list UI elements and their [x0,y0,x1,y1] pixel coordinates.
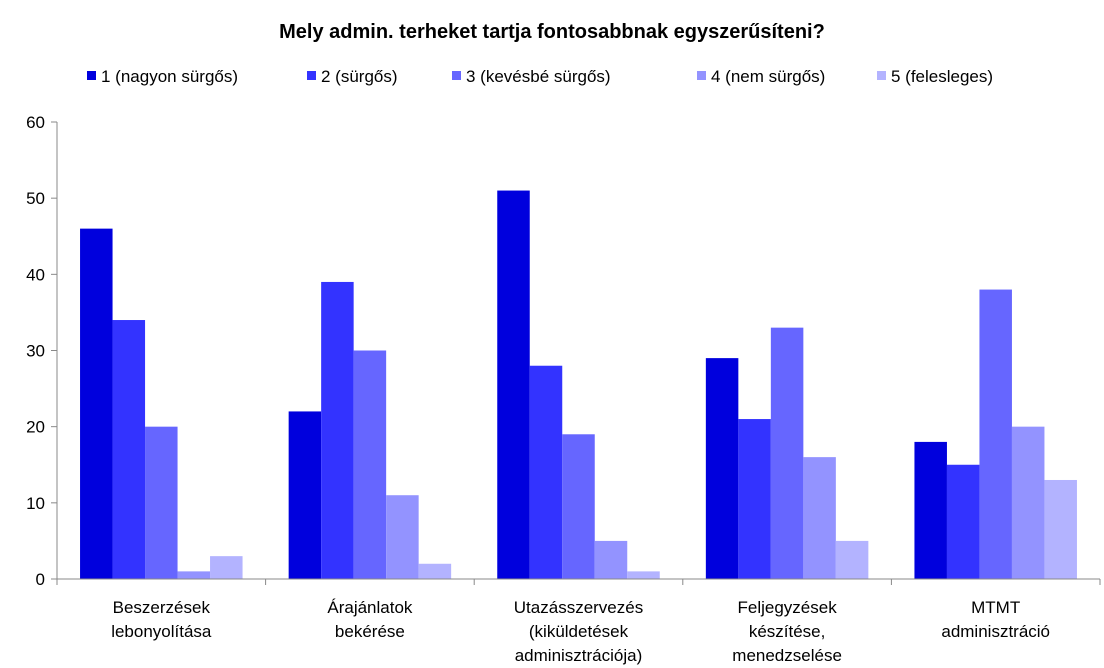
legend-swatch [87,71,96,80]
y-tick-label: 10 [26,494,45,513]
bar [627,571,660,579]
x-tick-label: Beszerzések [113,598,211,617]
bar [803,457,836,579]
legend-label: 3 (kevésbé sürgős) [466,67,611,86]
bar [497,190,530,580]
legend-swatch [877,71,886,80]
y-tick-label: 60 [26,113,45,132]
y-tick-label: 50 [26,189,45,208]
bar [177,571,211,579]
x-tick-label: MTMT [971,598,1020,617]
x-tick-label: bekérése [335,622,405,641]
y-tick-label: 40 [26,265,45,284]
y-tick-label: 0 [36,570,45,589]
x-tick-label: menedzselése [732,646,842,665]
chart-title: Mely admin. terheket tartja fontosabbnak… [279,21,825,43]
y-tick-label: 20 [26,418,45,437]
bar [418,563,452,579]
y-tick-label: 30 [26,342,45,361]
bar [353,350,387,579]
x-tick-label: adminisztrációja) [515,646,643,665]
bar [210,556,243,579]
bar [1044,479,1077,579]
bar [321,281,354,579]
x-tick-label: Árajánlatok [327,598,413,617]
x-tick-label: Utazásszervezés [514,598,643,617]
x-tick-label: (kiküldetések [529,622,629,641]
bar [770,327,804,579]
bar [705,358,739,579]
legend-label: 4 (nem sürgős) [711,67,825,86]
bar [914,441,947,579]
x-tick-label: Feljegyzések [737,598,837,617]
bar [80,228,113,579]
bar [1011,426,1045,579]
bar [594,540,628,579]
bar [562,434,595,579]
x-tick-label: adminisztráció [941,622,1050,641]
bar [288,411,322,579]
bar [112,320,146,579]
legend-label: 2 (sürgős) [321,67,398,86]
bar [145,426,178,579]
legend-label: 5 (felesleges) [891,67,993,86]
bar [835,540,869,579]
x-tick-label: készítése, [749,622,826,641]
legend-swatch [307,71,316,80]
bar [386,495,419,579]
legend-swatch [697,71,706,80]
bar [738,419,771,579]
bar [979,289,1012,579]
bar [529,365,563,579]
x-tick-label: lebonyolítása [111,622,212,641]
legend-swatch [452,71,461,80]
legend-label: 1 (nagyon sürgős) [101,67,238,86]
bar [946,464,980,579]
